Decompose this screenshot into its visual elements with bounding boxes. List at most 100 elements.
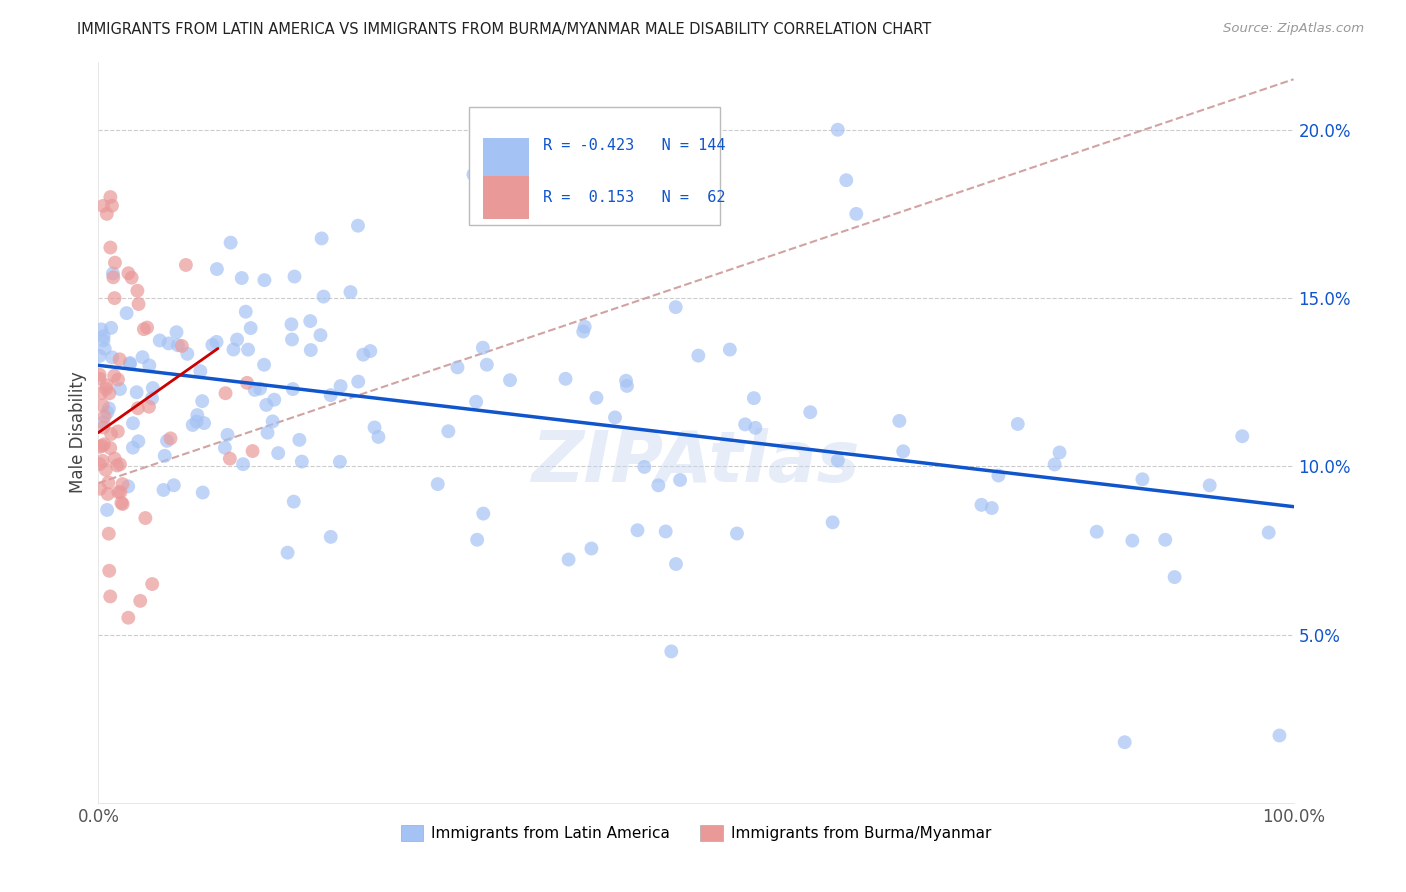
Point: [108, 458, 131, 472]
Text: R = -0.423   N = 144: R = -0.423 N = 144: [543, 138, 725, 153]
Point: [93, 420, 115, 434]
Point: [283, 269, 305, 284]
Point: [725, 526, 748, 541]
Point: [91, 454, 114, 468]
Point: [1132, 472, 1154, 486]
Point: [281, 333, 304, 347]
Point: [91, 398, 114, 412]
Legend: Immigrants from Latin America, Immigrants from Burma/Myanmar: Immigrants from Latin America, Immigrant…: [395, 819, 997, 847]
Point: [117, 266, 139, 280]
Point: [93, 342, 115, 356]
Point: [101, 199, 124, 213]
Point: [235, 304, 257, 318]
Point: [91, 415, 114, 429]
Point: [218, 451, 240, 466]
Point: [633, 459, 655, 474]
Point: [149, 334, 172, 348]
Point: [688, 349, 710, 363]
Point: [104, 451, 127, 466]
Point: [254, 398, 277, 412]
Point: [108, 382, 131, 396]
Point: [226, 333, 249, 347]
Point: [107, 425, 129, 439]
Point: [970, 498, 993, 512]
Point: [1085, 524, 1108, 539]
Point: [572, 325, 595, 339]
FancyBboxPatch shape: [470, 107, 720, 226]
Point: [103, 270, 125, 285]
Point: [734, 417, 756, 432]
Point: [170, 339, 193, 353]
Point: [142, 381, 165, 395]
Point: [231, 271, 253, 285]
Point: [156, 434, 179, 448]
Point: [347, 375, 370, 389]
Point: [239, 321, 262, 335]
Point: [97, 475, 120, 490]
Point: [614, 374, 637, 388]
Point: [97, 487, 120, 501]
Point: [110, 485, 132, 500]
Point: [89, 457, 111, 471]
Point: [132, 322, 155, 336]
Point: [475, 358, 498, 372]
Point: [89, 368, 111, 382]
Point: [262, 414, 284, 428]
Point: [104, 255, 127, 269]
Point: [339, 285, 361, 299]
Point: [329, 455, 352, 469]
Point: [437, 424, 460, 438]
Point: [190, 364, 212, 378]
Point: [1154, 533, 1177, 547]
Point: [103, 291, 125, 305]
Point: [153, 449, 176, 463]
Point: [647, 478, 669, 492]
Point: [352, 348, 374, 362]
Point: [319, 388, 342, 402]
Point: [312, 289, 335, 303]
Point: [827, 453, 849, 467]
Point: [1043, 458, 1066, 472]
Point: [277, 546, 299, 560]
Point: [1121, 533, 1143, 548]
Point: [626, 523, 648, 537]
Point: [101, 267, 124, 281]
Point: [89, 349, 111, 363]
Point: [131, 350, 153, 364]
Point: [554, 372, 576, 386]
Point: [93, 437, 115, 451]
Point: [319, 530, 342, 544]
Point: [181, 417, 204, 432]
Point: [845, 207, 868, 221]
FancyBboxPatch shape: [484, 138, 529, 181]
Point: [987, 468, 1010, 483]
Point: [1007, 417, 1029, 431]
Point: [654, 524, 676, 539]
Point: [426, 477, 449, 491]
Point: [359, 344, 381, 359]
Point: [214, 386, 236, 401]
Point: [329, 379, 352, 393]
Point: [134, 511, 156, 525]
Point: [581, 541, 603, 556]
Text: R =  0.153   N =  62: R = 0.153 N = 62: [543, 190, 725, 205]
Point: [669, 473, 692, 487]
Point: [309, 328, 332, 343]
Point: [117, 610, 139, 624]
Point: [96, 503, 118, 517]
Point: [129, 594, 152, 608]
Point: [665, 557, 688, 571]
Point: [166, 338, 188, 352]
Point: [363, 420, 385, 434]
Point: [603, 410, 626, 425]
Point: [89, 371, 111, 385]
Point: [127, 401, 149, 416]
Text: Source: ZipAtlas.com: Source: ZipAtlas.com: [1223, 22, 1364, 36]
Point: [127, 434, 149, 449]
Point: [288, 433, 311, 447]
Point: [96, 378, 118, 392]
Point: [616, 379, 638, 393]
Point: [827, 122, 849, 136]
Point: [585, 391, 607, 405]
Point: [465, 394, 488, 409]
